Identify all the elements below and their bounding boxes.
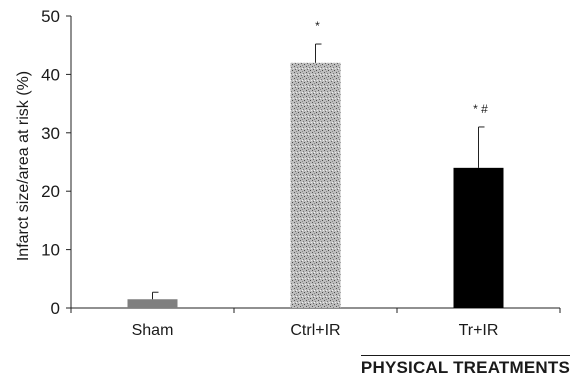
labels: 0 10 20 30 40 50 Sham Ctrl+IR * Tr+IR * # bbox=[41, 7, 498, 339]
y-tick-label: 30 bbox=[41, 124, 60, 143]
physical-treatments-logo: PHYSICAL TREATMENTS bbox=[360, 355, 570, 378]
x-tick-label: Sham bbox=[132, 322, 174, 339]
bars bbox=[127, 43, 504, 308]
bar-chart: 0 10 20 30 40 50 Sham Ctrl+IR * Tr+IR * # Infarct … bbox=[15, 7, 561, 339]
y-tick-label: 40 bbox=[41, 65, 60, 84]
x-tick-label: Ctrl+IR bbox=[290, 322, 340, 339]
y-axis-label: Infarct size/area at risk (%) bbox=[15, 71, 32, 261]
y-tick-label: 50 bbox=[41, 7, 60, 26]
significance-label: * bbox=[315, 19, 320, 33]
bar-tr-ir bbox=[453, 167, 504, 308]
x-tick-label: Tr+IR bbox=[459, 322, 499, 339]
bar-sham bbox=[127, 299, 178, 308]
significance-label: * # bbox=[473, 102, 488, 116]
y-tick-label: 20 bbox=[41, 182, 60, 201]
y-tick-label: 0 bbox=[51, 299, 60, 318]
bar-ctrl-ir bbox=[290, 62, 341, 308]
y-tick-label: 10 bbox=[41, 241, 60, 260]
